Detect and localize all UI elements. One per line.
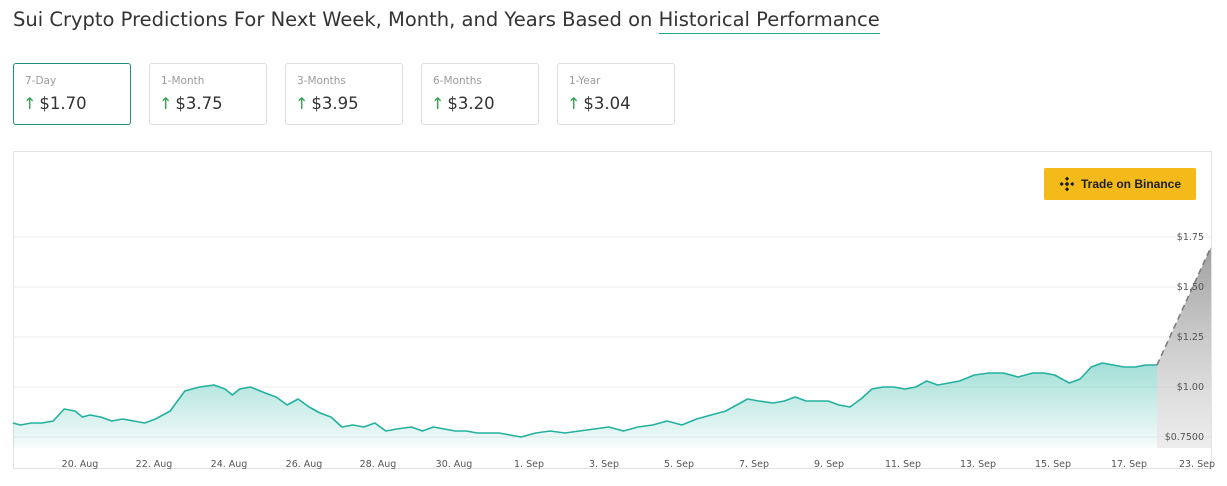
prediction-card-label: 3-Months [297, 75, 346, 87]
x-tick-label: 17. Sep [1111, 459, 1147, 470]
prediction-card-6-months[interactable]: 6-Months ↑ $3.20 [421, 63, 539, 125]
x-tick-label: 24. Aug [211, 459, 248, 470]
prediction-card-value: $3.04 [583, 94, 631, 113]
x-tick-label: 13. Sep [960, 459, 996, 470]
historical-performance-link[interactable]: Historical Performance [658, 8, 880, 34]
y-tick-label: $1.50 [1177, 282, 1204, 293]
up-arrow-icon: ↑ [431, 94, 445, 113]
prediction-card-1-month[interactable]: 1-Month ↑ $3.75 [149, 63, 267, 125]
x-tick-label: 22. Aug [136, 459, 173, 470]
up-arrow-icon: ↑ [23, 94, 37, 113]
y-tick-label: $0.7500 [1165, 432, 1204, 443]
trade-on-binance-button[interactable]: Trade on Binance [1044, 168, 1196, 200]
x-tick-label: 26. Aug [286, 459, 323, 470]
historical-area [13, 363, 1157, 448]
forecast-area [1157, 247, 1211, 448]
prediction-card-value: $1.70 [39, 94, 87, 113]
x-tick-label: 15. Sep [1035, 459, 1071, 470]
x-tick-label: 30. Aug [436, 459, 473, 470]
prediction-card-value: $3.95 [311, 94, 359, 113]
x-tick-label: 28. Aug [360, 459, 397, 470]
prediction-card-label: 6-Months [433, 75, 482, 87]
x-tick-label: 9. Sep [814, 459, 844, 470]
up-arrow-icon: ↑ [295, 94, 309, 113]
prediction-card-3-months[interactable]: 3-Months ↑ $3.95 [285, 63, 403, 125]
prediction-card-label: 1-Month [161, 75, 205, 87]
up-arrow-icon: ↑ [159, 94, 173, 113]
page-title: Sui Crypto Predictions For Next Week, Mo… [13, 8, 880, 34]
x-tick-label: 3. Sep [589, 459, 619, 470]
x-tick-label: 7. Sep [739, 459, 769, 470]
y-tick-label: $1.75 [1177, 232, 1204, 243]
x-tick-label: 11. Sep [885, 459, 921, 470]
x-tick-label: 20. Aug [62, 459, 99, 470]
x-tick-label: 1. Sep [514, 459, 544, 470]
price-chart-frame [13, 151, 1212, 469]
historical-price-line [12, 362, 1157, 438]
page-title-text: Sui Crypto Predictions For Next Week, Mo… [13, 8, 653, 31]
prediction-card-1-year[interactable]: 1-Year ↑ $3.04 [557, 63, 675, 125]
prediction-card-label: 7-Day [25, 75, 57, 87]
forecast-line [1156, 246, 1212, 366]
y-tick-label: $1.00 [1177, 382, 1204, 393]
prediction-card-label: 1-Year [569, 75, 601, 87]
prediction-card-value: $3.20 [447, 94, 495, 113]
y-tick-label: $1.25 [1177, 332, 1204, 343]
prediction-card-value: $3.75 [175, 94, 223, 113]
binance-logo-icon [1059, 176, 1075, 192]
trade-button-label: Trade on Binance [1080, 177, 1182, 191]
x-tick-label: 23. Sep [1179, 459, 1215, 470]
up-arrow-icon: ↑ [567, 94, 581, 113]
x-tick-label: 5. Sep [664, 459, 694, 470]
prediction-card-7-day[interactable]: 7-Day ↑ $1.70 [13, 63, 131, 125]
